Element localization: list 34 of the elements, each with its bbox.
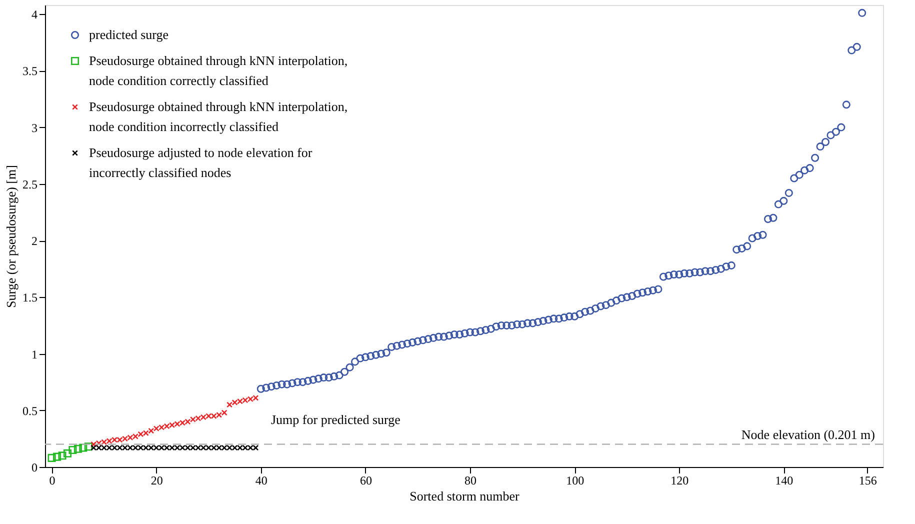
y-tick-label: 0.5 [22, 404, 38, 418]
y-tick-label: 3.5 [22, 64, 38, 78]
legend-label: Pseudosurge obtained through kNN interpolation, node condition correctly classified [89, 53, 348, 88]
y-tick-label: 1.5 [22, 290, 38, 305]
point [79, 444, 88, 452]
legend-label: Pseudosurge adjusted to node elevation for incorrectly classified nodes [89, 145, 313, 180]
legend-label: predicted surge [89, 27, 169, 42]
legend-label: Pseudosurge obtained through kNN interpolation, node condition incorrectly classified [89, 99, 348, 134]
point [63, 449, 72, 458]
x-tick-label: 40 [255, 474, 268, 488]
x-tick-label: 80 [464, 474, 477, 488]
x-tick-label: 60 [360, 474, 372, 488]
x-axis-title: Sorted storm number [410, 488, 520, 504]
x-tick-label: 156 [858, 474, 877, 488]
annotation: Jump for predicted surge [271, 412, 401, 427]
point [68, 446, 77, 454]
y-tick-label: 0 [32, 460, 38, 474]
point [84, 442, 92, 451]
y-tick-label: 3 [32, 120, 38, 135]
point [58, 452, 66, 460]
x-tick-label: 20 [150, 474, 163, 488]
y-tick-label: 1 [32, 347, 38, 362]
y-tick-label: 2 [32, 234, 38, 248]
x-tick-label: 120 [670, 474, 689, 488]
y-tick-label: 4 [32, 8, 38, 22]
ref-line-label: Node elevation (0.201 m) [741, 427, 875, 442]
x-tick-label: 0 [49, 474, 56, 488]
point [53, 452, 62, 461]
x-tick-label: 100 [566, 474, 584, 488]
point [48, 454, 56, 462]
x-tick-label: 140 [775, 474, 794, 488]
y-axis-title: Surge (or pseudosurge) [m] [4, 165, 18, 308]
y-tick-label: 2.5 [22, 177, 38, 192]
point [74, 444, 82, 453]
